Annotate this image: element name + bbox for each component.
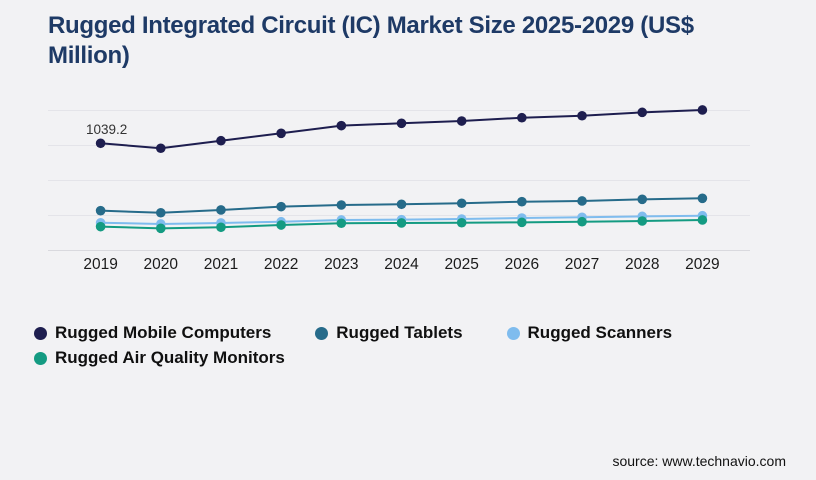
data-point — [336, 218, 347, 229]
legend-label: Rugged Scanners — [527, 323, 673, 342]
legend-dot-icon — [506, 326, 520, 340]
data-point — [396, 118, 407, 129]
data-point — [577, 110, 587, 121]
data-point — [95, 205, 106, 216]
data-point — [517, 217, 527, 228]
x-tick-label: 2025 — [444, 256, 478, 273]
legend-item-rugged-mobile-computers: Rugged Mobile Computers — [34, 322, 271, 344]
data-point — [456, 198, 467, 209]
x-tick-label: 2026 — [505, 256, 539, 273]
legend-dot-icon — [34, 326, 47, 340]
x-tick-label: 2024 — [384, 256, 419, 273]
data-point — [95, 138, 106, 149]
data-point — [216, 205, 226, 215]
legend: Rugged Mobile Computers Rugged Tablets R… — [34, 322, 674, 369]
x-tick-label: 2019 — [83, 256, 117, 273]
data-label: 1039.2 — [86, 122, 127, 137]
legend-item-rugged-air-quality-monitors: Rugged Air Quality Monitors — [34, 347, 285, 369]
data-point — [577, 196, 587, 206]
market-size-line-chart: 2019 2020 2021 2022 2023 2024 2025 2026 2027 2028… — [48, 105, 750, 273]
data-point — [697, 105, 708, 115]
data-point — [155, 143, 166, 154]
x-tick-label: 2020 — [144, 256, 179, 273]
data-point — [276, 128, 286, 139]
data-point — [577, 216, 587, 227]
chart-title: Rugged Integrated Circuit (IC) Market Si… — [48, 12, 694, 70]
legend-label: Rugged Air Quality Monitors — [55, 348, 285, 367]
data-point — [697, 193, 708, 204]
data-point — [697, 215, 708, 225]
data-point — [456, 217, 467, 228]
data-point — [216, 222, 226, 233]
x-tick-label: 2029 — [685, 256, 719, 273]
data-point — [336, 200, 347, 210]
x-tick-label: 2022 — [264, 256, 298, 273]
data-point — [216, 135, 226, 146]
data-point — [517, 196, 527, 207]
data-point — [155, 207, 166, 218]
data-point — [637, 107, 648, 118]
data-point — [336, 120, 347, 131]
data-point — [155, 223, 166, 234]
legend-label: Rugged Tablets — [336, 323, 463, 342]
data-point — [456, 116, 467, 126]
data-point — [95, 221, 106, 232]
x-tick-label: 2027 — [565, 256, 599, 273]
legend-item-rugged-tablets: Rugged Tablets — [315, 322, 463, 344]
source-attribution: source: www.technavio.com — [612, 453, 786, 469]
data-point — [637, 194, 648, 205]
series-line — [100, 108, 703, 150]
data-point — [276, 220, 286, 230]
x-tick-label: 2023 — [324, 256, 358, 273]
legend-dot-icon — [315, 326, 329, 340]
legend-label: Rugged Mobile Computers — [55, 323, 272, 342]
data-point — [396, 199, 407, 210]
x-tick-label: 2021 — [204, 256, 238, 273]
legend-item-rugged-scanners: Rugged Scanners — [506, 322, 673, 344]
data-point — [396, 218, 407, 228]
data-point — [276, 201, 286, 212]
data-point — [517, 112, 527, 123]
data-point — [637, 216, 648, 226]
legend-dot-icon — [34, 351, 47, 365]
x-tick-label: 2028 — [625, 256, 659, 273]
